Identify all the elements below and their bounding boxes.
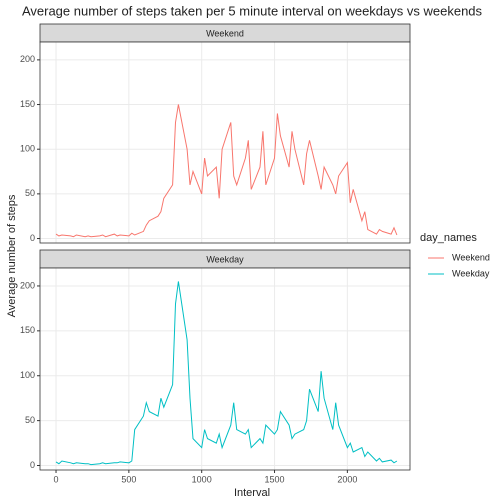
- y-tick-label: 0: [30, 233, 35, 243]
- y-tick-label: 200: [20, 54, 35, 64]
- y-tick-label: 200: [20, 280, 35, 290]
- x-tick-label: 500: [121, 474, 136, 484]
- y-tick-label: 100: [20, 370, 35, 380]
- panel-border: [39, 41, 411, 244]
- panel-border: [39, 267, 411, 471]
- chart-title: Average number of steps taken per 5 minu…: [22, 3, 483, 18]
- facet-label: Weekend: [206, 28, 244, 38]
- series-line: [55, 104, 398, 238]
- x-tick-label: 2000: [337, 474, 357, 484]
- panel: [40, 268, 410, 470]
- y-tick-label: 100: [20, 144, 35, 154]
- x-axis-label: Interval: [234, 487, 270, 499]
- y-tick-label: 150: [20, 325, 35, 335]
- y-tick-label: 0: [30, 460, 35, 470]
- legend-title: day_names: [420, 232, 477, 244]
- x-tick-label: 1500: [265, 474, 285, 484]
- y-tick-label: 50: [25, 415, 35, 425]
- series-line: [55, 281, 398, 466]
- y-tick-label: 50: [25, 188, 35, 198]
- y-axis-label: Average number of steps: [6, 194, 18, 317]
- x-tick-label: 1000: [192, 474, 212, 484]
- panel: [40, 42, 410, 243]
- y-tick-label: 150: [20, 99, 35, 109]
- facet-label: Weekday: [206, 254, 244, 264]
- legend-label: Weekend: [452, 252, 490, 262]
- legend-label: Weekday: [452, 268, 490, 278]
- x-tick-label: 0: [54, 474, 59, 484]
